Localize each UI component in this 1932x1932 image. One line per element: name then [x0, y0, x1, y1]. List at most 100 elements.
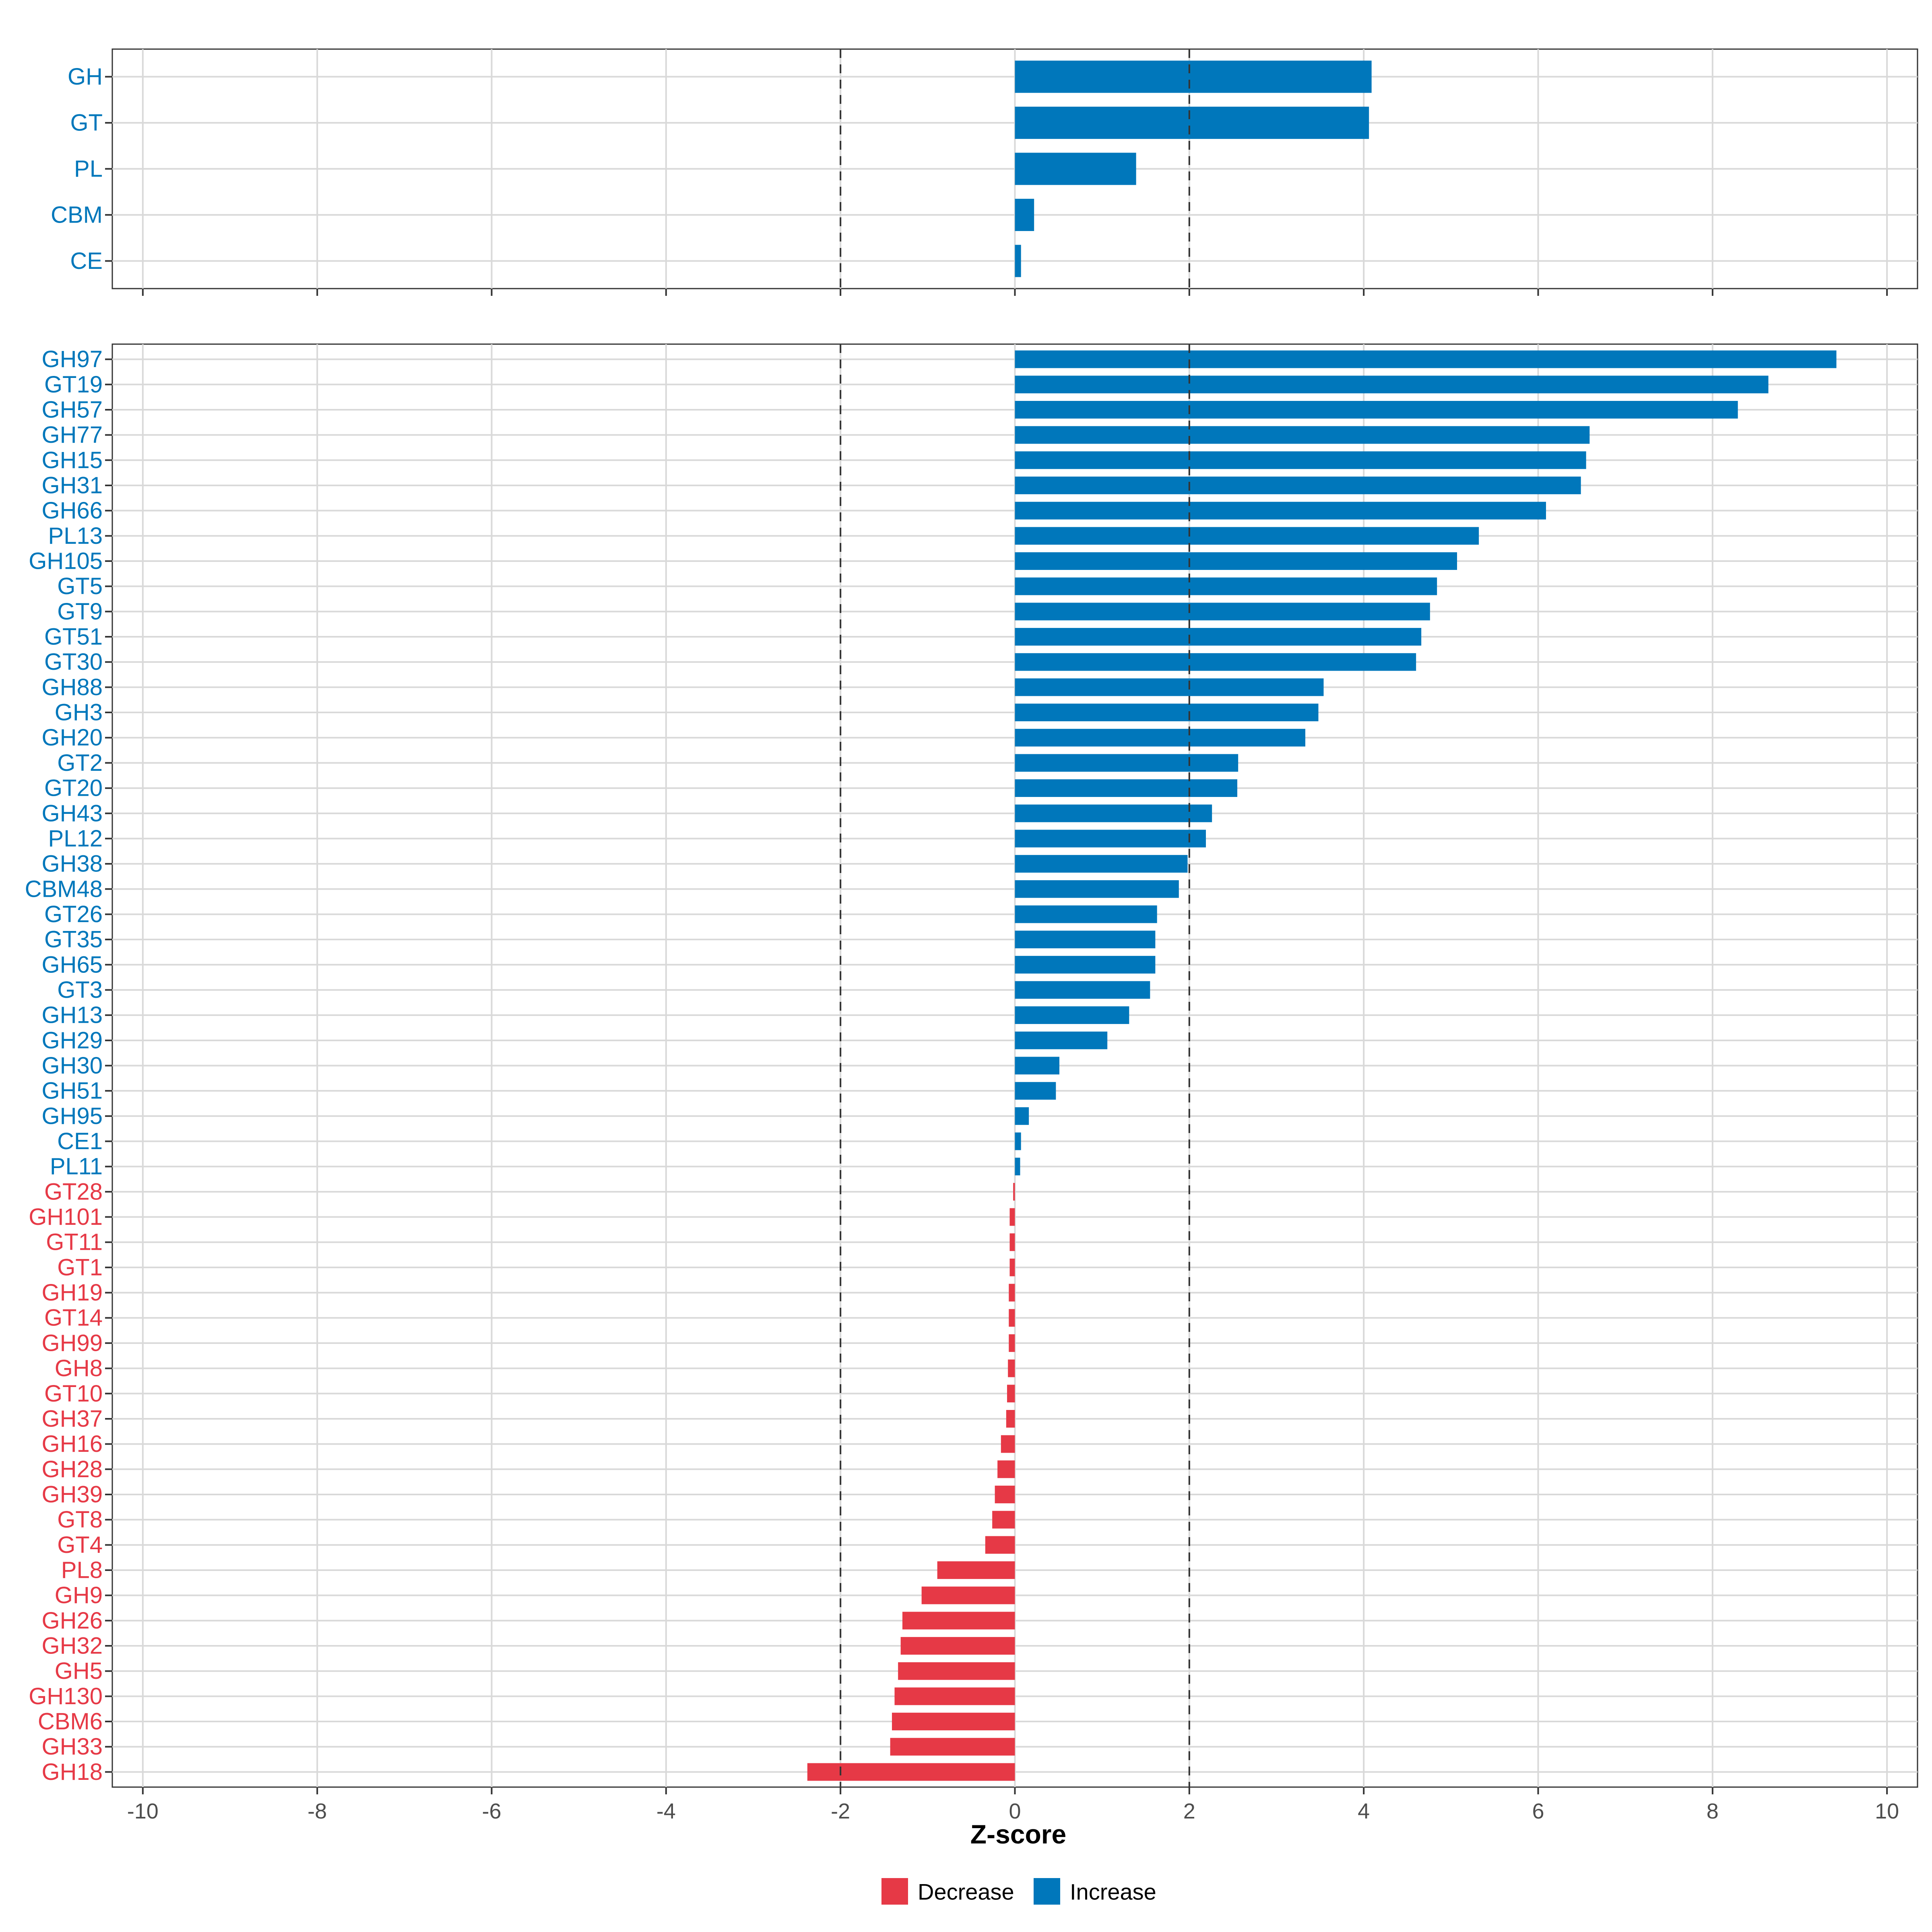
bar-gh105: [1015, 552, 1457, 570]
legend: Decrease Increase: [881, 1878, 1156, 1905]
category-label-gh9: GH9: [55, 1582, 103, 1608]
category-label-gh15: GH15: [41, 447, 103, 473]
bar-gh88: [1015, 678, 1324, 696]
x-tick-label: 10: [1875, 1799, 1899, 1823]
category-label-gh16: GH16: [41, 1431, 103, 1457]
bar-gh97: [1015, 350, 1837, 368]
category-label-gh66: GH66: [41, 497, 103, 524]
bar-gh8: [1008, 1359, 1015, 1377]
bar-gt5: [1015, 577, 1437, 595]
x-tick-label: -8: [308, 1799, 327, 1823]
category-label-gh65: GH65: [41, 952, 103, 978]
category-label-gt2: GT2: [57, 750, 103, 776]
bar-gt8: [992, 1511, 1015, 1529]
bar-gt1: [1009, 1258, 1015, 1276]
category-label-gt14: GT14: [44, 1305, 103, 1331]
bar-gh5: [898, 1662, 1015, 1680]
bar-cbm: [1015, 198, 1034, 231]
bar-gh15: [1015, 451, 1586, 469]
bar-gt4: [985, 1536, 1015, 1554]
category-label-gt5: GT5: [57, 573, 103, 599]
bar-gt11: [1009, 1233, 1015, 1251]
category-label-gh8: GH8: [55, 1355, 103, 1381]
category-label-gt19: GT19: [44, 372, 103, 398]
category-label-gh99: GH99: [41, 1330, 103, 1356]
bar-gt10: [1007, 1385, 1015, 1403]
category-label-gh38: GH38: [41, 851, 103, 877]
bar-gh130: [894, 1687, 1015, 1705]
bar-gh51: [1015, 1082, 1056, 1100]
category-label-gt35: GT35: [44, 927, 103, 953]
x-axis: -10 -8 -6 -4 -2 0 2 4 6 8 10: [127, 1799, 1899, 1823]
x-tick-label: 8: [1707, 1799, 1719, 1823]
category-label-pl13: PL13: [48, 523, 103, 549]
category-label-gh130: GH130: [29, 1683, 103, 1709]
bar-gh16: [1001, 1435, 1015, 1453]
category-label-gh: GH: [68, 64, 103, 90]
bar-ce: [1015, 245, 1021, 277]
bar-gt20: [1015, 779, 1237, 797]
x-axis-title: Z-score: [970, 1819, 1066, 1849]
category-label-pl11: PL11: [50, 1154, 103, 1180]
category-label-gt26: GT26: [44, 901, 103, 927]
category-label-gh18: GH18: [41, 1759, 103, 1785]
category-label-cbm: CBM: [51, 202, 103, 228]
bar-gh29: [1015, 1031, 1108, 1049]
bar-gh28: [997, 1460, 1015, 1478]
x-tick-label: -6: [482, 1799, 501, 1823]
bar-gh31: [1015, 477, 1581, 494]
bar-gt2: [1015, 754, 1238, 772]
category-label-gt51: GT51: [44, 624, 103, 650]
bar-gt: [1015, 107, 1369, 139]
bar-gh33: [890, 1738, 1015, 1756]
bar-gh30: [1015, 1057, 1059, 1075]
category-label-cbm6: CBM6: [38, 1709, 103, 1735]
x-tick-label: -2: [831, 1799, 850, 1823]
bar-gh38: [1015, 855, 1188, 873]
bar-gh95: [1015, 1107, 1029, 1125]
category-label-ce: CE: [70, 248, 103, 274]
bar-gt3: [1015, 981, 1150, 999]
bar-pl12: [1015, 830, 1206, 848]
category-label-gt8: GT8: [57, 1507, 103, 1533]
category-label-pl12: PL12: [48, 826, 103, 852]
bar-pl: [1015, 153, 1136, 185]
category-label-gh28: GH28: [41, 1456, 103, 1482]
category-label-gt30: GT30: [44, 649, 103, 675]
category-label-gh57: GH57: [41, 396, 103, 423]
x-tick-label: 6: [1532, 1799, 1544, 1823]
category-label-gh39: GH39: [41, 1481, 103, 1507]
bar-gh57: [1015, 401, 1738, 419]
bar-pl8: [937, 1561, 1015, 1579]
category-label-gt: GT: [70, 110, 103, 136]
category-label-gh3: GH3: [55, 700, 103, 726]
category-label-ce1: CE1: [57, 1128, 103, 1154]
legend-swatch-decrease: [881, 1878, 908, 1905]
bar-gh77: [1015, 426, 1590, 444]
class-panel: GH GT PL CBM CE: [51, 48, 1918, 296]
x-tick-label: -10: [127, 1799, 159, 1823]
bar-gh65: [1015, 956, 1156, 974]
category-label-gt10: GT10: [44, 1381, 103, 1407]
category-label-gh51: GH51: [41, 1078, 103, 1104]
bar-gh: [1015, 60, 1372, 93]
bar-ce1: [1015, 1132, 1021, 1150]
category-label-gt11: GT11: [46, 1229, 103, 1255]
category-label-gh26: GH26: [41, 1608, 103, 1634]
category-label-pl8: PL8: [61, 1557, 103, 1583]
category-label-gt4: GT4: [57, 1532, 103, 1558]
category-label-gh97: GH97: [41, 346, 103, 372]
x-tick-label: 0: [1009, 1799, 1021, 1823]
bar-cbm48: [1015, 880, 1179, 898]
bar-gh39: [995, 1486, 1015, 1503]
bar-gh19: [1009, 1284, 1015, 1302]
x-tick-label: 2: [1183, 1799, 1195, 1823]
x-tick-label: 4: [1358, 1799, 1370, 1823]
x-tick-label: -4: [656, 1799, 676, 1823]
bar-gh32: [900, 1637, 1015, 1655]
category-label-cbm48: CBM48: [25, 876, 103, 902]
category-label-gh32: GH32: [41, 1633, 103, 1659]
bar-gt51: [1015, 628, 1422, 646]
bar-gt35: [1015, 931, 1156, 949]
